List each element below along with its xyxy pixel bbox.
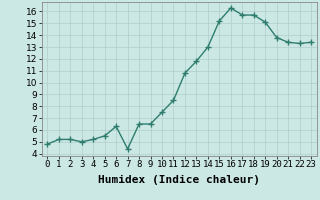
X-axis label: Humidex (Indice chaleur): Humidex (Indice chaleur)	[98, 175, 260, 185]
